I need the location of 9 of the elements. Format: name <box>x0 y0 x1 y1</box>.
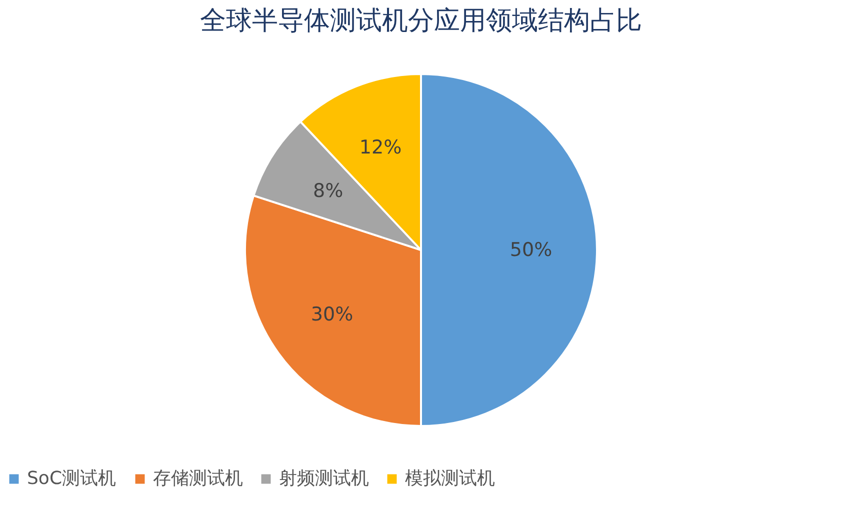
data-label: 12% <box>359 136 402 159</box>
legend-label: 模拟测试机 <box>405 468 495 489</box>
data-label: 8% <box>313 180 344 202</box>
legend-label: SoC测试机 <box>27 468 116 489</box>
data-label: 30% <box>310 304 354 326</box>
data-label: 50% <box>510 239 552 261</box>
legend-label: 存储测试机 <box>153 468 243 489</box>
legend-label: 射频测试机 <box>279 468 369 489</box>
chart-title: 全球半导体测试机分应用领域结构占比 <box>200 6 642 35</box>
